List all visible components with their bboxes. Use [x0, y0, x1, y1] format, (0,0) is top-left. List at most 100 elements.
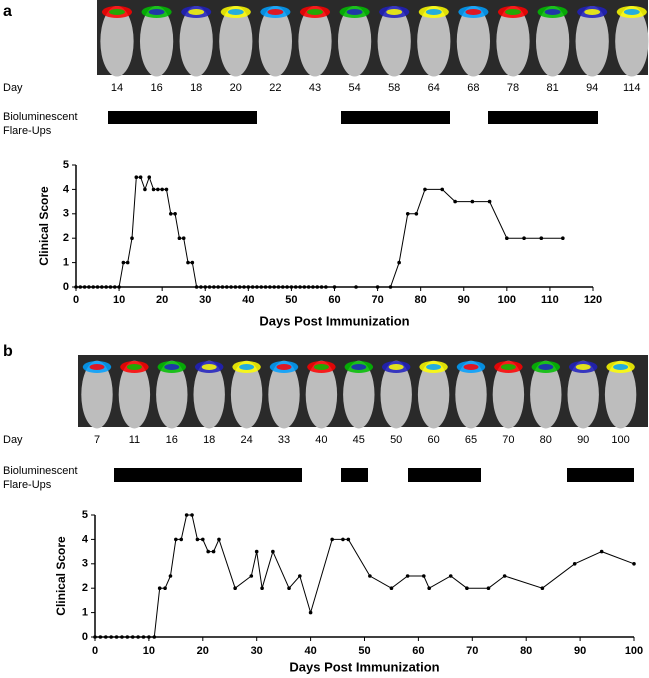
score-point [306, 285, 311, 289]
mouse-image [179, 6, 213, 77]
score-point [195, 537, 200, 542]
mouse-image [219, 6, 253, 77]
day-label: 33 [278, 434, 290, 446]
signal [463, 364, 479, 370]
score-point [109, 635, 113, 639]
score-point [388, 285, 393, 289]
score-point [572, 562, 577, 566]
mouse-image [530, 360, 562, 429]
score-point [302, 285, 307, 289]
day-label: 7 [94, 434, 100, 446]
mouse-image [380, 360, 412, 429]
score-point [249, 574, 254, 578]
score-point [271, 549, 275, 554]
signal [386, 9, 403, 15]
score-point [423, 187, 427, 192]
day-label: 16 [166, 434, 178, 446]
score-point [308, 610, 313, 615]
day-label: 70 [502, 434, 514, 446]
score-point [414, 212, 419, 216]
mouse-image [193, 360, 225, 429]
day-label: 24 [240, 434, 252, 446]
score-point [117, 285, 121, 289]
score-point [147, 175, 152, 179]
day-heading: Day [3, 434, 23, 446]
mouse-image [496, 6, 530, 77]
score-point [134, 175, 139, 179]
x-tick-label: 100 [498, 294, 516, 306]
score-point [120, 635, 124, 639]
score-point [368, 574, 372, 578]
signal [505, 9, 521, 15]
score-point [199, 285, 203, 289]
x-tick-label: 30 [199, 294, 211, 306]
score-point [405, 212, 410, 216]
signal [307, 9, 323, 15]
score-point [311, 285, 315, 289]
score-point [216, 285, 220, 289]
score-point [168, 574, 173, 578]
score-point [206, 549, 210, 554]
day-label: 60 [427, 434, 439, 446]
score-point [246, 285, 251, 289]
flare-bar [408, 468, 481, 482]
score-point [233, 586, 237, 590]
y-tick-label: 3 [63, 208, 69, 220]
score-point [87, 285, 91, 289]
score-point [285, 285, 289, 289]
score-point [91, 285, 96, 289]
signal [109, 9, 125, 15]
score-point [100, 285, 104, 289]
day-label: 20 [230, 82, 242, 94]
panel: b7 11 16 18 24 33 40 45 50 60 65 70 80 90 100DayBiolum… [3, 343, 643, 674]
score-point [522, 236, 526, 240]
y-tick-label: 2 [63, 232, 69, 244]
flare-label: Bioluminescent [3, 465, 78, 477]
signal [426, 364, 442, 370]
score-point [112, 285, 117, 289]
score-point [298, 285, 302, 289]
mouse-image [100, 6, 134, 77]
score-point [95, 285, 100, 289]
score-point [141, 635, 146, 639]
score-point [259, 285, 264, 289]
y-tick-label: 1 [82, 607, 88, 619]
imaging-strips [78, 0, 649, 429]
score-point [156, 187, 160, 192]
mouse-image [118, 360, 151, 429]
score-point [254, 549, 259, 554]
y-axis-title: Clinical Score [54, 536, 68, 616]
score-point [78, 285, 83, 289]
score-point [260, 586, 264, 590]
flare-bar [108, 111, 257, 124]
score-point [354, 285, 358, 289]
signal [388, 364, 404, 370]
score-point [268, 285, 272, 289]
score-point [143, 187, 147, 192]
score-point [224, 285, 229, 289]
day-label: 11 [129, 434, 140, 446]
score-point [164, 187, 169, 192]
signal [148, 9, 165, 15]
score-point [98, 635, 103, 639]
signal [126, 364, 142, 370]
score-point [255, 285, 259, 289]
score-point [502, 574, 507, 578]
day-label: 78 [507, 82, 519, 94]
signal [239, 364, 255, 370]
score-point [281, 285, 285, 289]
score-point [130, 635, 135, 639]
mouse-image [156, 360, 188, 429]
score-line [76, 175, 563, 288]
x-tick-label: 0 [92, 645, 98, 657]
day-label: 81 [546, 82, 558, 94]
score-line [95, 514, 635, 638]
flare-bars [108, 111, 634, 482]
signal [623, 9, 640, 15]
score-point [181, 236, 186, 240]
signal [544, 9, 561, 15]
score-point [389, 586, 394, 590]
x-tick-label: 40 [242, 294, 254, 306]
score-point [465, 586, 469, 590]
score-point [375, 285, 380, 289]
